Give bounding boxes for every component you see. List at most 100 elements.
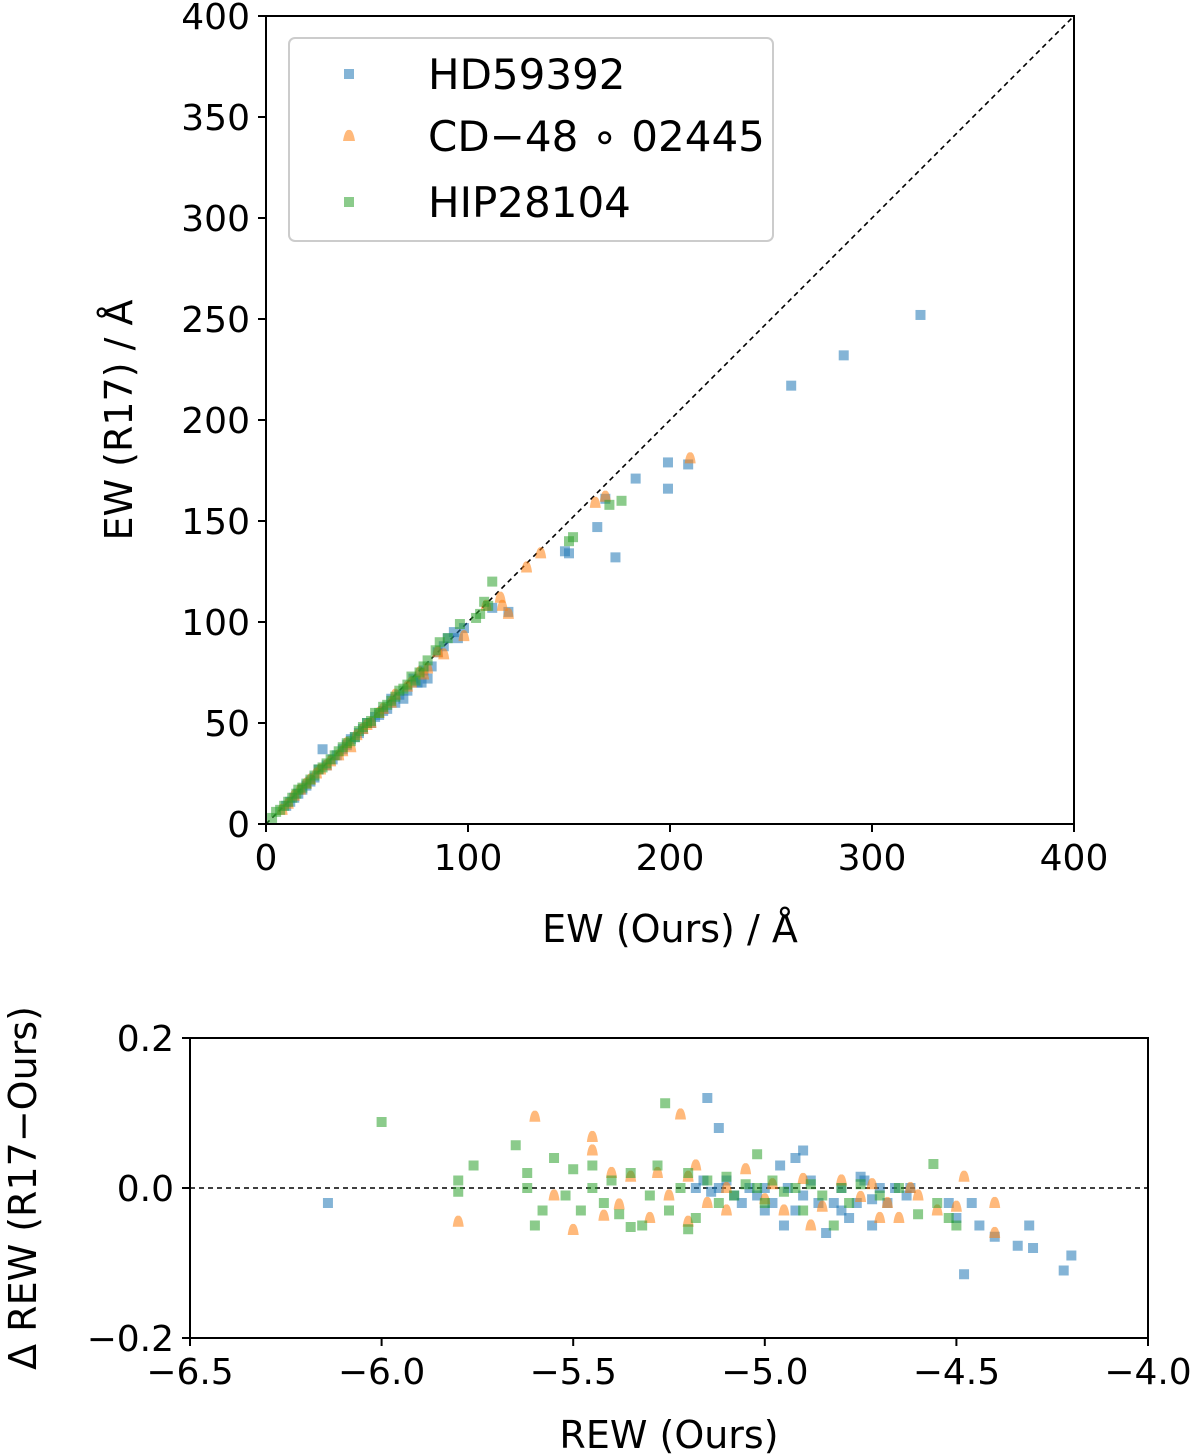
data-point <box>453 1186 464 1197</box>
data-point <box>1024 1220 1035 1231</box>
data-point <box>604 499 615 510</box>
legend-label: HIP28104 <box>428 178 631 227</box>
data-point <box>317 744 328 755</box>
data-point <box>690 1213 701 1223</box>
data-point <box>912 1189 924 1201</box>
data-point <box>866 1178 878 1190</box>
series-hd59392 <box>322 1093 1077 1280</box>
data-point <box>759 1183 770 1193</box>
data-point <box>713 1198 724 1208</box>
data-point <box>521 561 533 573</box>
data-point <box>598 1209 610 1221</box>
data-point <box>494 591 506 603</box>
data-point <box>752 1149 763 1160</box>
data-point <box>805 1219 817 1231</box>
data-point <box>959 1269 970 1280</box>
data-point <box>778 1220 789 1231</box>
data-point <box>644 1211 656 1223</box>
data-point <box>537 1205 548 1216</box>
data-point <box>564 536 574 547</box>
data-point <box>422 655 433 666</box>
data-point <box>813 1198 824 1208</box>
x-tick-label: 400 <box>1040 838 1109 879</box>
data-point <box>759 1198 770 1208</box>
data-point <box>713 1123 724 1133</box>
data-point <box>625 1222 636 1232</box>
data-point <box>487 576 498 587</box>
data-point <box>1058 1265 1069 1276</box>
data-point <box>893 1183 904 1193</box>
data-point <box>644 1190 655 1201</box>
data-point <box>529 1110 541 1122</box>
data-point <box>1028 1243 1039 1253</box>
data-point <box>790 1205 801 1216</box>
series-cd-48-circ-02445 <box>276 452 696 815</box>
data-point <box>855 1179 866 1190</box>
data-point <box>790 1153 801 1163</box>
data-point <box>767 1175 778 1186</box>
data-point <box>589 496 601 508</box>
data-point <box>874 1183 885 1193</box>
data-point <box>844 1213 855 1223</box>
y-axis-label: Δ REW (R17−Ours) <box>1 1006 45 1370</box>
data-point <box>664 1205 674 1216</box>
x-tick-label: 100 <box>434 838 503 879</box>
data-point <box>893 1211 905 1223</box>
data-point <box>874 1211 886 1223</box>
data-point <box>522 1168 533 1178</box>
data-point <box>989 1196 1001 1208</box>
data-point <box>966 1198 977 1208</box>
data-point <box>683 1168 694 1178</box>
data-point <box>575 1205 586 1216</box>
data-point <box>442 633 453 644</box>
data-point <box>663 1189 675 1201</box>
data-point <box>378 701 389 712</box>
series-cd-48-circ-02445 <box>452 1108 1001 1238</box>
data-point <box>729 1190 740 1201</box>
data-point <box>353 726 364 737</box>
data-point <box>630 473 641 484</box>
data-point <box>740 1179 751 1190</box>
data-point <box>587 1160 598 1171</box>
y-tick-label: 50 <box>204 704 250 745</box>
y-tick-label: 400 <box>181 0 250 38</box>
x-tick-label: −4.5 <box>913 1352 1000 1393</box>
data-point <box>452 633 463 644</box>
data-point <box>322 1198 333 1208</box>
data-point <box>752 1190 763 1201</box>
data-point <box>778 1204 790 1216</box>
data-point <box>662 483 673 494</box>
y-tick-label: 0.0 <box>117 1169 174 1210</box>
data-point <box>479 596 490 607</box>
legend-box <box>288 37 774 242</box>
data-point <box>637 1220 648 1231</box>
data-point <box>901 1190 912 1201</box>
data-point <box>767 1198 778 1208</box>
data-point <box>471 612 482 623</box>
data-point <box>684 452 696 464</box>
data-point <box>568 1164 579 1175</box>
data-point <box>559 546 570 557</box>
data-point <box>616 495 627 506</box>
data-point <box>586 1130 598 1142</box>
y-tick-label: 350 <box>181 98 250 139</box>
data-point <box>932 1198 943 1208</box>
data-point <box>614 1209 625 1220</box>
data-point <box>406 671 417 682</box>
data-point <box>821 1228 832 1238</box>
data-point <box>683 1224 694 1235</box>
data-point <box>567 1223 579 1235</box>
data-point <box>414 667 425 678</box>
x-tick-label: 200 <box>636 838 705 879</box>
y-axis-label: EW (R17) / Å <box>97 299 141 540</box>
data-point <box>778 1186 789 1197</box>
y-tick-label: 200 <box>181 401 250 442</box>
data-point <box>660 1098 671 1109</box>
y-tick-label: 0.2 <box>117 1019 174 1060</box>
data-point <box>736 1198 747 1208</box>
data-point <box>836 1205 847 1216</box>
data-point <box>943 1198 954 1208</box>
data-point <box>835 1174 847 1186</box>
data-point <box>816 1200 828 1212</box>
data-point <box>598 1198 609 1208</box>
